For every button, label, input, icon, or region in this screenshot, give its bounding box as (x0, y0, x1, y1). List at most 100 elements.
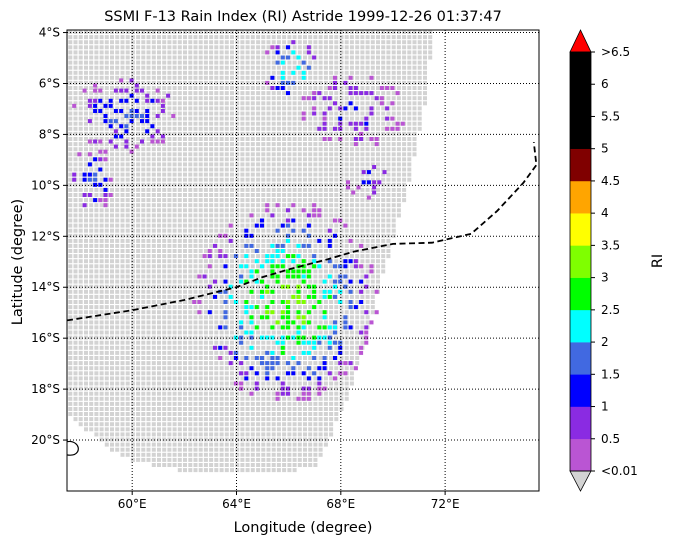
swath-pixel (120, 356, 125, 360)
swath-pixel (99, 264, 104, 269)
swath-pixel (209, 131, 214, 136)
swath-pixel (209, 320, 214, 325)
swath-pixel (365, 203, 370, 208)
swath-pixel (136, 45, 141, 50)
swath-pixel (188, 310, 193, 315)
swath-pixel (130, 335, 135, 340)
swath-pixel (391, 60, 396, 65)
swath-pixel (146, 177, 151, 182)
swath-pixel (355, 162, 360, 167)
swath-pixel (323, 412, 328, 416)
swath-pixel (386, 101, 391, 106)
swath-pixel (193, 116, 198, 121)
swath-pixel (167, 381, 172, 386)
swath-pixel (365, 152, 370, 157)
swath-pixel (68, 116, 73, 121)
swath-pixel (323, 376, 328, 381)
swath-pixel (214, 203, 219, 208)
swath-pixel (308, 417, 313, 422)
swath-pixel (240, 432, 245, 437)
swath-pixel (120, 417, 125, 422)
swath-pixel (172, 345, 177, 350)
swath-pixel (203, 193, 208, 197)
swath-pixel (125, 391, 130, 396)
swath-pixel (214, 340, 219, 345)
swath-pixel (172, 142, 177, 147)
swath-pixel (271, 376, 276, 381)
swath-pixel (157, 350, 161, 355)
swath-pixel (240, 96, 245, 101)
swath-pixel (68, 259, 73, 264)
swath-pixel (177, 30, 182, 34)
swath-pixel (318, 75, 323, 80)
swath-pixel (334, 412, 339, 416)
swath-pixel (151, 254, 156, 259)
swath-pixel (162, 126, 167, 131)
swath-pixel (396, 182, 401, 187)
swath-pixel (115, 238, 120, 243)
swath-pixel (303, 40, 307, 45)
swath-pixel (250, 121, 255, 126)
swath-pixel (297, 193, 302, 197)
swath-pixel (240, 182, 245, 187)
swath-pixel (339, 30, 344, 34)
swath-pixel (104, 101, 109, 106)
swath-pixel (261, 80, 266, 85)
swath-pixel (245, 96, 250, 101)
swath-pixel (172, 254, 177, 259)
swath-pixel (99, 371, 104, 376)
swath-pixel (167, 203, 172, 208)
swath-pixel (261, 30, 266, 34)
swath-pixel (245, 70, 250, 75)
swath-pixel (110, 361, 114, 366)
swath-pixel (276, 65, 281, 70)
swath-pixel (188, 366, 193, 371)
swath-pixel (115, 259, 120, 264)
swath-pixel (188, 396, 193, 401)
swath-pixel (193, 294, 198, 299)
swath-pixel (360, 126, 365, 131)
swath-pixel (235, 412, 240, 416)
swath-pixel (318, 315, 323, 320)
swath-pixel (157, 182, 161, 187)
swath-pixel (276, 345, 281, 350)
swath-pixel (68, 193, 73, 197)
swath-pixel (104, 427, 109, 432)
swath-pixel (84, 131, 88, 136)
swath-pixel (402, 75, 407, 80)
swath-pixel (172, 274, 177, 279)
swath-pixel (276, 30, 281, 34)
swath-pixel (104, 223, 109, 228)
swath-pixel (245, 162, 250, 167)
swath-pixel (376, 91, 380, 96)
swath-pixel (360, 30, 365, 34)
swath-pixel (115, 366, 120, 371)
swath-pixel (287, 157, 292, 162)
swath-pixel (360, 80, 365, 85)
swath-pixel (235, 340, 240, 345)
swath-pixel (110, 340, 114, 345)
swath-pixel (110, 300, 114, 304)
swath-pixel (120, 233, 125, 238)
swath-pixel (245, 386, 250, 391)
swath-pixel (344, 198, 349, 203)
swath-pixel (84, 65, 88, 70)
swath-pixel (224, 50, 229, 55)
swath-pixel (230, 55, 234, 60)
swath-pixel (276, 187, 281, 192)
swath-pixel (99, 401, 104, 406)
swath-pixel (84, 121, 88, 126)
swath-pixel (230, 121, 234, 126)
swath-pixel (162, 284, 167, 289)
swath-pixel (94, 65, 99, 70)
swath-pixel (157, 381, 161, 386)
swath-pixel (188, 279, 193, 284)
swath-pixel (339, 65, 344, 70)
swath-pixel (141, 96, 146, 101)
swath-pixel (89, 294, 94, 299)
swath-pixel (266, 320, 271, 325)
swath-pixel (292, 116, 297, 121)
swath-pixel (151, 152, 156, 157)
swath-pixel (282, 142, 287, 147)
swath-pixel (115, 376, 120, 381)
